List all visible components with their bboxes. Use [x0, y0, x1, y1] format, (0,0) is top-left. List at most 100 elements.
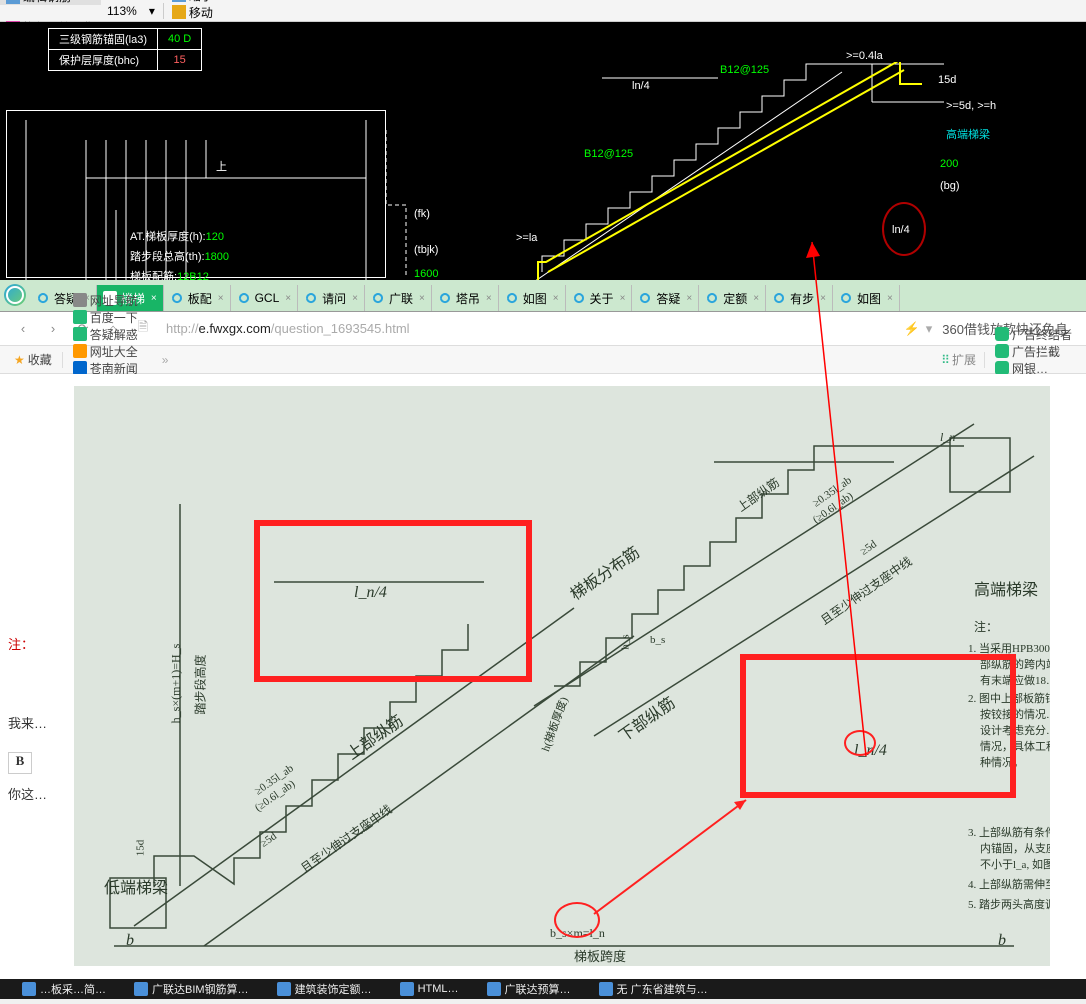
url-display[interactable]: http://e.fwxgx.com/question_1693545.html: [158, 321, 904, 336]
right-gutter: [1050, 374, 1086, 979]
browser-tab[interactable]: 广联×: [365, 285, 432, 311]
back-button[interactable]: ‹: [12, 318, 34, 340]
browser-tab-strip: 答疑×楼梯×板配×GCL×请问×广联×塔吊×如图×关于×答疑×定额×有步×如图×: [0, 280, 1086, 312]
taskbar-label: 建筑装饰定额…: [295, 981, 372, 997]
taskbar-item[interactable]: …板采…简…: [22, 981, 106, 997]
tab-favicon-icon: [36, 291, 50, 305]
bookmark-overflow-icon[interactable]: »: [156, 353, 175, 367]
browser-tab[interactable]: 答疑 ×: [632, 285, 699, 311]
forward-button[interactable]: ›: [42, 318, 64, 340]
extensions-label[interactable]: 扩展: [952, 351, 976, 368]
tab-label: 塔吊: [456, 290, 480, 307]
browser-tab[interactable]: 关于×: [566, 285, 633, 311]
taskbar-icon: [400, 982, 414, 996]
zoom-value[interactable]: 113%: [101, 0, 143, 21]
label: (fk): [414, 208, 430, 220]
toolbar-button[interactable]: 编辑钢筋: [0, 0, 101, 5]
tab-favicon-icon: [638, 291, 652, 305]
speed-icon[interactable]: ⚡: [904, 321, 920, 337]
param-label: 三级钢筋锚固(la3): [49, 29, 158, 50]
tab-favicon-icon: [371, 291, 385, 305]
extensions-icon[interactable]: ⠿: [941, 353, 950, 367]
label: 上: [216, 158, 227, 174]
tab-favicon-icon: [572, 291, 586, 305]
extension-icon: [995, 344, 1009, 358]
taskbar[interactable]: …板采…简… 广联达BIM钢筋算… 建筑装饰定额… HTML… 广联达预算… 无 广东省建…: [0, 979, 1086, 999]
reply-text: 你这…: [8, 784, 66, 803]
taskbar-label: HTML…: [418, 983, 459, 995]
label: (bg): [940, 180, 960, 192]
browser-tab[interactable]: GCL×: [231, 285, 299, 311]
browser-tab[interactable]: 定额×: [699, 285, 766, 311]
tab-label: 有步: [790, 290, 814, 307]
tab-favicon-icon: [438, 291, 452, 305]
taskbar-item[interactable]: 广联达BIM钢筋算…: [134, 981, 249, 997]
taskbar-icon: [134, 982, 148, 996]
label: 200: [940, 158, 958, 170]
tab-close-icon[interactable]: ×: [486, 293, 492, 304]
taskbar-item[interactable]: HTML…: [400, 982, 459, 996]
comment-text: 我来…: [8, 713, 66, 732]
param-value: 15: [158, 50, 202, 71]
taskbar-label: 无 广东省建筑与…: [617, 981, 708, 997]
red-ellipse-annotation: [882, 202, 926, 256]
taskbar-item[interactable]: 无 广东省建筑与…: [599, 981, 708, 997]
bookmark-label: 答疑解惑: [90, 326, 138, 343]
extension-item[interactable]: 广告拦截: [989, 343, 1078, 360]
bookmark-item[interactable]: 网址导航: [67, 292, 156, 309]
tab-close-icon[interactable]: ×: [620, 293, 626, 304]
toolbar-label: 编辑钢筋: [23, 0, 71, 5]
tab-close-icon[interactable]: ×: [352, 293, 358, 304]
taskbar-item[interactable]: 广联达预算…: [487, 981, 571, 997]
zoom-dropdown-icon[interactable]: ▾: [143, 0, 161, 21]
diagram-image-area: l_n/4 l_n/4 上部纵筋 梯板分布筋 下部纵筋 上部纵筋 高端梯梁 低端…: [74, 374, 1050, 979]
extension-item[interactable]: 广告终结者: [989, 326, 1078, 343]
tab-close-icon[interactable]: ×: [285, 293, 291, 304]
taskbar-icon: [22, 982, 36, 996]
bookmark-icon: [73, 293, 87, 307]
toolbar-icon: [172, 0, 186, 2]
cad-toolbar: 配选择图集保存增加钢筋删除钢筋编辑钢筋恢复原始图集查询计算退出锁定脚本显示全图 …: [0, 0, 1086, 22]
tab-favicon-icon: [237, 291, 251, 305]
browser-tab[interactable]: 板配 ×: [164, 285, 231, 311]
tab-close-icon[interactable]: ×: [218, 293, 224, 304]
extension-icon: [995, 361, 1009, 375]
bold-button[interactable]: B: [8, 752, 32, 774]
toolbar-button[interactable]: 移动: [166, 4, 219, 21]
label: (tbjk): [414, 244, 438, 256]
bookmark-item[interactable]: 答疑解惑: [67, 326, 156, 343]
tab-favicon-icon: [772, 291, 786, 305]
favorites-button[interactable]: ★收藏: [8, 351, 58, 368]
tab-close-icon[interactable]: ×: [753, 293, 759, 304]
taskbar-label: …板采…简…: [40, 981, 106, 997]
tab-favicon-icon: [705, 291, 719, 305]
browser-logo-icon[interactable]: [4, 284, 26, 306]
bookmark-item[interactable]: 网址大全: [67, 343, 156, 360]
browser-tab[interactable]: 塔吊 ×: [432, 285, 499, 311]
toolbar-label: 移动: [189, 4, 213, 21]
address-bar: ‹ › ⟳ ⌂ 🗎 http://e.fwxgx.com/question_16…: [0, 312, 1086, 346]
red-arrow: [74, 386, 1050, 971]
label: AT.梯板厚度(h):120: [130, 228, 224, 244]
tab-label: 如图: [523, 290, 547, 307]
tab-close-icon[interactable]: ×: [419, 293, 425, 304]
tab-close-icon[interactable]: ×: [820, 293, 826, 304]
tab-close-icon[interactable]: ×: [686, 293, 692, 304]
label: B12@125: [584, 148, 633, 160]
tab-label: 答疑: [656, 290, 680, 307]
tab-close-icon[interactable]: ×: [553, 293, 559, 304]
cad-drawing-canvas[interactable]: 三级钢筋锚固(la3)40 D 保护层厚度(bhc)15 上 AT.梯板厚度(h…: [0, 22, 1086, 280]
browser-tab[interactable]: 如图×: [833, 285, 900, 311]
bookmark-item[interactable]: 百度一下: [67, 309, 156, 326]
toolbar-icon: [6, 0, 20, 4]
label: 高端梯梁: [946, 126, 990, 142]
tab-favicon-icon: [839, 291, 853, 305]
tab-label: 板配: [188, 290, 212, 307]
taskbar-item[interactable]: 建筑装饰定额…: [277, 981, 372, 997]
tab-close-icon[interactable]: ×: [887, 293, 893, 304]
browser-tab[interactable]: 请问×: [298, 285, 365, 311]
bookmarks-bar: ★收藏 网址导航百度一下答疑解惑网址大全苍南新闻新浪新闻大洋网广州市住… » ⠿…: [0, 346, 1086, 374]
browser-tab[interactable]: 有步 ×: [766, 285, 833, 311]
bookmark-icon: [73, 344, 87, 358]
browser-tab[interactable]: 如图 ×: [499, 285, 566, 311]
